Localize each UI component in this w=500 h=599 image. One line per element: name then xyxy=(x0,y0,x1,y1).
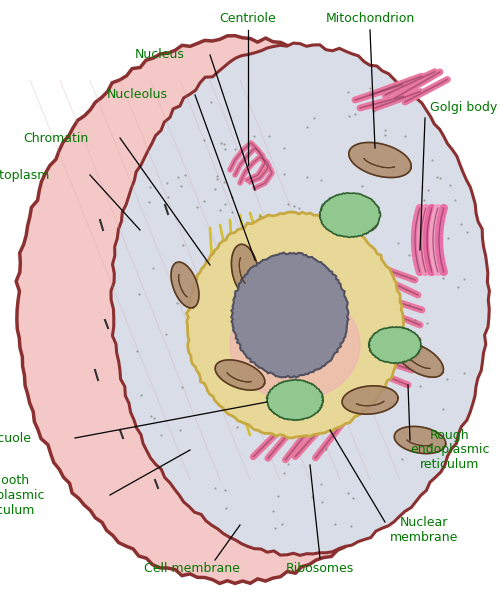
Text: Cell membrane: Cell membrane xyxy=(144,561,240,574)
Polygon shape xyxy=(322,206,378,234)
Text: Golgi body: Golgi body xyxy=(430,101,497,114)
Polygon shape xyxy=(394,426,446,453)
Polygon shape xyxy=(171,262,199,308)
PathPatch shape xyxy=(320,193,380,237)
PathPatch shape xyxy=(16,36,454,583)
Text: Smooth
endoplasmic
reticulum: Smooth endoplasmic reticulum xyxy=(0,473,45,516)
PathPatch shape xyxy=(186,212,404,438)
Text: Nucleus: Nucleus xyxy=(135,49,185,62)
PathPatch shape xyxy=(266,380,324,420)
Polygon shape xyxy=(232,244,258,296)
Text: Ribosomes: Ribosomes xyxy=(286,561,354,574)
PathPatch shape xyxy=(232,253,348,377)
Text: Nucleolus: Nucleolus xyxy=(107,89,168,101)
PathPatch shape xyxy=(368,327,422,364)
Polygon shape xyxy=(396,343,444,377)
Text: Centriole: Centriole xyxy=(220,11,276,25)
Text: Vacuole: Vacuole xyxy=(0,431,32,444)
Text: Cytoplasm: Cytoplasm xyxy=(0,168,50,181)
Polygon shape xyxy=(349,143,411,177)
Text: Mitochondrion: Mitochondrion xyxy=(326,11,414,25)
Polygon shape xyxy=(342,386,398,414)
Polygon shape xyxy=(215,360,265,390)
Text: Chromatin: Chromatin xyxy=(23,132,88,144)
Text: Nuclear
membrane: Nuclear membrane xyxy=(390,516,458,544)
PathPatch shape xyxy=(111,43,490,555)
Text: Rough
endoplasmic
reticulum: Rough endoplasmic reticulum xyxy=(410,428,490,471)
Polygon shape xyxy=(230,290,360,400)
